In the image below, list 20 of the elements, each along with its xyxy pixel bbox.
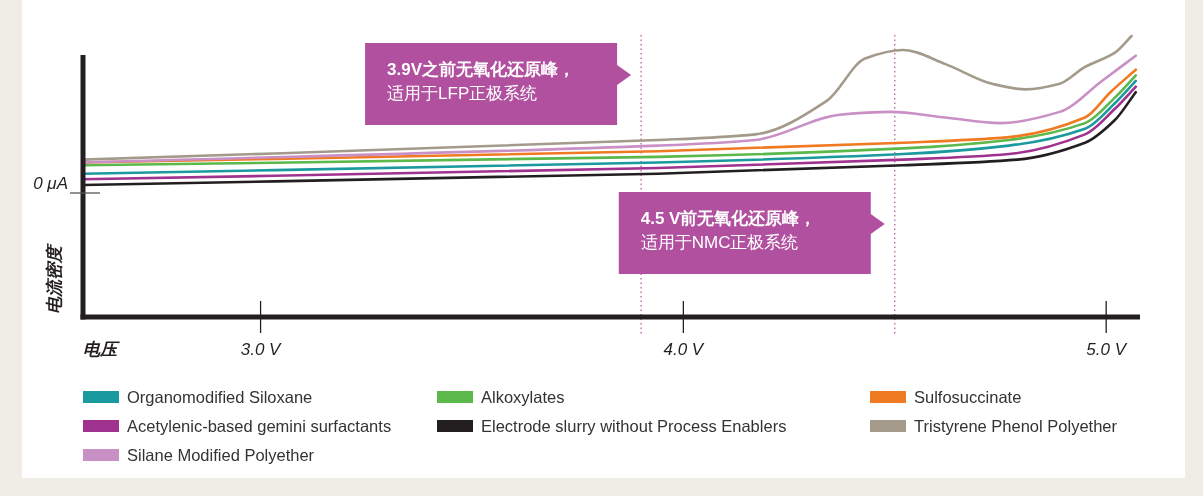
legend-label: Electrode slurry without Process Enablers [481,417,787,435]
legend-label: Sulfosuccinate [914,388,1022,406]
x-axis-tick: 4.0 V [663,300,704,359]
x-tick-label: 4.0 V [663,340,705,359]
text: 0 μA [33,174,68,193]
x-tick-label: 3.0 V [240,340,283,359]
x-axis-tick: 3.0 V [240,300,281,359]
legend-label: Organomodified Siloxane [127,388,313,406]
legend-label: Acetylenic-based gemini surfactants [127,417,392,435]
legend-label: Tristyrene Phenol Polyether [914,417,1118,435]
x-tick-label: 5.0 V [1086,340,1128,359]
x-axis-title: 电压 [83,340,120,359]
legend-label: Alkoxylates [481,388,565,406]
legend-label: Silane Modified Polyether [127,446,315,464]
callout: 3.9V之前无氧化还原峰，适用于LFP正极系统 [365,43,632,125]
annotation: 3.9V之前无氧化还原峰，适用于LFP正极系统 [387,60,576,103]
callout: 4.5 V前无氧化还原峰，适用于NMC正极系统 [618,192,885,274]
x-axis-tick: 5.0 V [1086,300,1127,359]
y-axis-title: 电流密度 [45,243,64,314]
annotation: 4.5 V前无氧化还原峰，适用于NMC正极系统 [640,209,817,252]
